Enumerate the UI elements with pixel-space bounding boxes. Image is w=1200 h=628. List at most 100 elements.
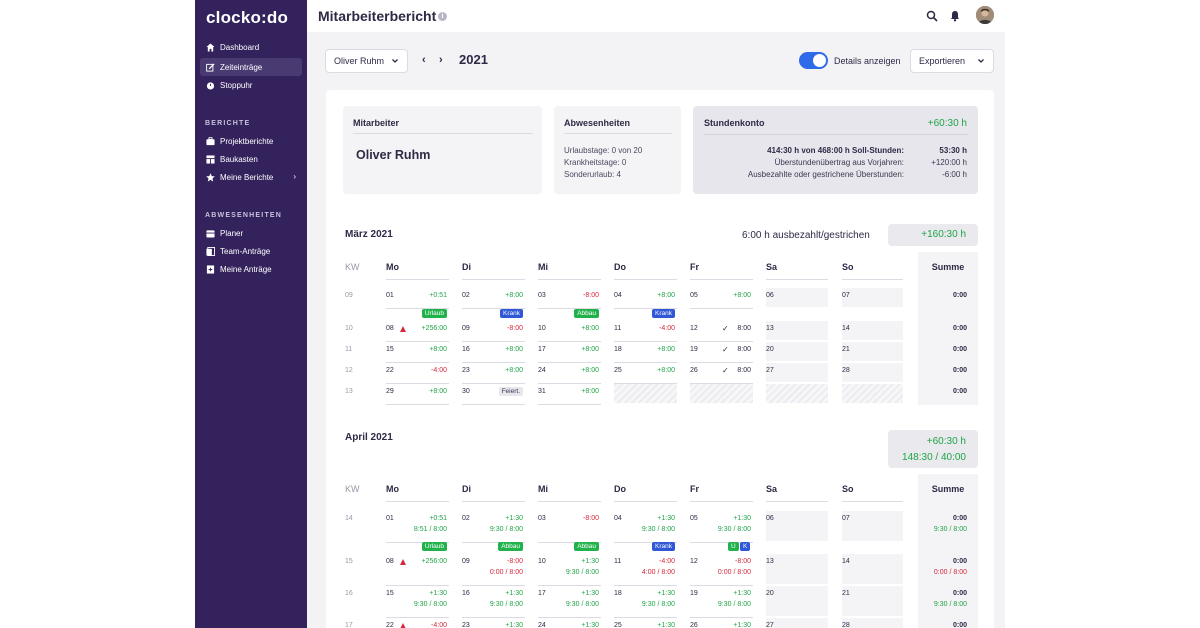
day-number[interactable]: 22	[386, 367, 394, 374]
day-number[interactable]: 11	[614, 325, 622, 332]
day-value[interactable]: +8:00	[505, 292, 523, 299]
day-number[interactable]: 12	[690, 558, 698, 565]
day-number[interactable]: 21	[842, 346, 850, 353]
day-value[interactable]: 8:00	[737, 367, 751, 374]
day-value[interactable]: +8:00	[505, 367, 523, 374]
day-value[interactable]: +8:00	[581, 346, 599, 353]
day-number[interactable]: 06	[766, 515, 774, 522]
day-number[interactable]: 12	[690, 325, 698, 332]
employee-select[interactable]: Oliver Ruhm	[325, 49, 408, 73]
day-number[interactable]: 09	[462, 325, 470, 332]
day-number[interactable]: 19	[690, 346, 698, 353]
day-number[interactable]: 30	[462, 388, 470, 395]
day-value[interactable]: -8:00	[583, 292, 599, 299]
day-number[interactable]: 03	[538, 515, 546, 522]
day-number[interactable]: 14	[842, 558, 850, 565]
day-value[interactable]: -4:00	[431, 622, 447, 628]
day-value[interactable]: +1:30	[733, 590, 751, 597]
day-value[interactable]: +1:30	[505, 515, 523, 522]
day-number[interactable]: 07	[842, 515, 850, 522]
day-number[interactable]: 26	[690, 367, 698, 374]
day-value[interactable]: -8:00	[735, 558, 751, 565]
sidebar-item-stoppuhr[interactable]: Stoppuhr	[200, 76, 302, 94]
day-number[interactable]: 11	[614, 558, 622, 565]
details-toggle[interactable]	[799, 52, 828, 69]
day-number[interactable]: 28	[842, 367, 850, 374]
day-value[interactable]: +0:51	[429, 515, 447, 522]
day-number[interactable]: 01	[386, 292, 394, 299]
day-value[interactable]: -4:00	[659, 558, 675, 565]
day-value[interactable]: +8:00	[581, 325, 599, 332]
day-number[interactable]: 14	[842, 325, 850, 332]
day-value[interactable]: -4:00	[431, 367, 447, 374]
day-value[interactable]: +256:00	[421, 558, 448, 565]
day-value[interactable]: +1:30	[657, 515, 675, 522]
export-button[interactable]: Exportieren	[910, 49, 994, 73]
sidebar-item-team-antraege[interactable]: Team-Anträge	[200, 242, 302, 260]
day-number[interactable]: 02	[462, 292, 470, 299]
day-number[interactable]: 16	[462, 346, 470, 353]
info-icon[interactable]: i	[438, 12, 447, 21]
day-value[interactable]: +8:00	[657, 292, 675, 299]
day-value[interactable]: +8:00	[581, 388, 599, 395]
day-value[interactable]: -8:00	[507, 325, 523, 332]
day-value[interactable]: +8:00	[657, 367, 675, 374]
sidebar-item-projektberichte[interactable]: Projektberichte	[200, 132, 302, 150]
day-value[interactable]: +8:00	[733, 292, 751, 299]
day-number[interactable]: 10	[538, 325, 546, 332]
day-number[interactable]: 24	[538, 622, 546, 628]
day-value[interactable]: +1:30	[581, 622, 599, 628]
day-number[interactable]: 07	[842, 292, 850, 299]
bell-icon[interactable]	[949, 10, 961, 22]
day-number[interactable]: 31	[538, 388, 546, 395]
day-number[interactable]: 29	[386, 388, 394, 395]
day-number[interactable]: 25	[614, 622, 622, 628]
day-number[interactable]: 13	[766, 325, 774, 332]
day-number[interactable]: 17	[538, 346, 546, 353]
day-number[interactable]: 16	[462, 590, 470, 597]
day-number[interactable]: 10	[538, 558, 546, 565]
sidebar-item-meine-antraege[interactable]: Meine Anträge	[200, 260, 302, 278]
day-number[interactable]: 02	[462, 515, 470, 522]
day-number[interactable]: 18	[614, 346, 622, 353]
day-value[interactable]: +0:51	[429, 292, 447, 299]
day-number[interactable]: 08	[386, 325, 394, 332]
day-value[interactable]: 8:00	[737, 346, 751, 353]
avatar[interactable]	[976, 6, 994, 24]
day-value[interactable]: +1:30	[657, 590, 675, 597]
day-number[interactable]: 13	[766, 558, 774, 565]
day-number[interactable]: 25	[614, 367, 622, 374]
day-number[interactable]: 26	[690, 622, 698, 628]
sidebar-item-zeiteintraege[interactable]: Zeiteinträge	[200, 58, 302, 76]
day-number[interactable]: 27	[766, 367, 774, 374]
next-year-button[interactable]: ›	[439, 54, 443, 66]
day-value[interactable]: +1:30	[505, 590, 523, 597]
day-number[interactable]: 27	[766, 622, 774, 628]
sidebar-item-baukasten[interactable]: Baukasten	[200, 150, 302, 168]
day-number[interactable]: 23	[462, 367, 470, 374]
prev-year-button[interactable]: ‹	[422, 54, 426, 66]
day-number[interactable]: 15	[386, 590, 394, 597]
day-number[interactable]: 18	[614, 590, 622, 597]
day-value[interactable]: +8:00	[657, 346, 675, 353]
day-number[interactable]: 04	[614, 515, 622, 522]
day-value[interactable]: +1:30	[505, 622, 523, 628]
day-value[interactable]: +1:30	[733, 515, 751, 522]
day-number[interactable]: 01	[386, 515, 394, 522]
day-value[interactable]: -8:00	[583, 515, 599, 522]
sidebar-item-planer[interactable]: Planer	[200, 224, 302, 242]
day-value[interactable]: +8:00	[429, 346, 447, 353]
day-value[interactable]: +256:00	[421, 325, 448, 332]
day-value[interactable]: -8:00	[507, 558, 523, 565]
day-number[interactable]: 04	[614, 292, 622, 299]
day-number[interactable]: 20	[766, 590, 774, 597]
sidebar-item-meine-berichte[interactable]: Meine Berichte ›	[200, 168, 302, 186]
day-number[interactable]: 22	[386, 622, 394, 628]
day-number[interactable]: 21	[842, 590, 850, 597]
day-number[interactable]: 09	[462, 558, 470, 565]
day-value[interactable]: +8:00	[505, 346, 523, 353]
day-number[interactable]: 28	[842, 622, 850, 628]
day-number[interactable]: 24	[538, 367, 546, 374]
day-number[interactable]: 06	[766, 292, 774, 299]
sidebar-item-dashboard[interactable]: Dashboard	[200, 38, 302, 56]
